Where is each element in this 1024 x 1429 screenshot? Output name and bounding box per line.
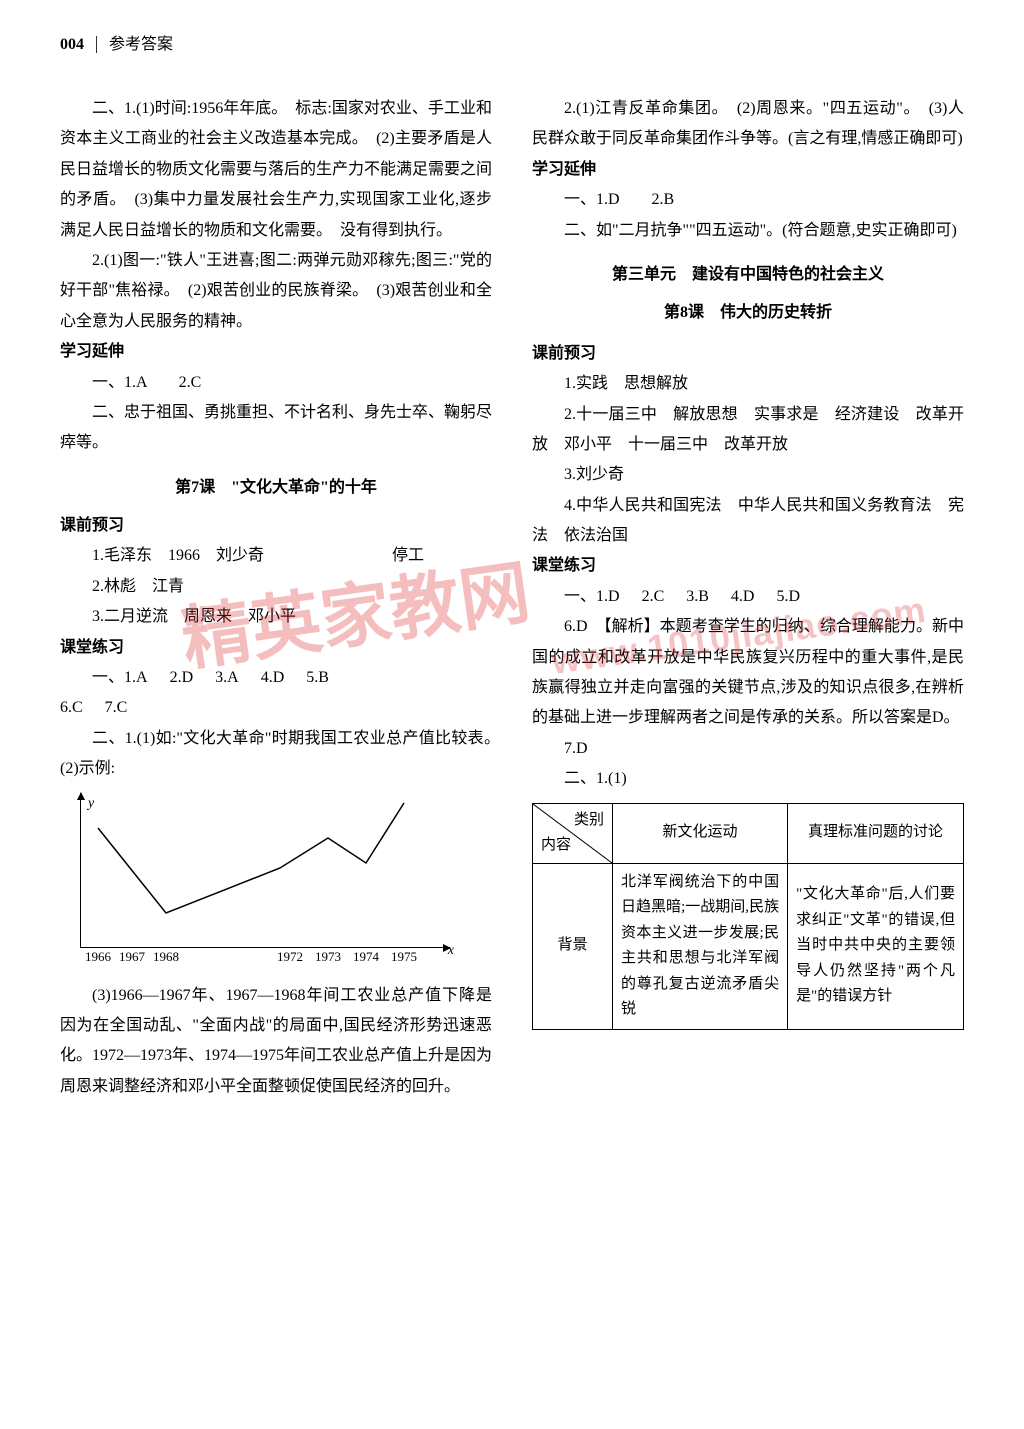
lesson7-title: 第7课 "文化大革命"的十年 <box>60 473 492 503</box>
chart-line <box>80 793 440 943</box>
text-block: 2.(1)江青反革命集团。 (2)周恩来。"四五运动"。 (3)人民群众敢于同反… <box>532 94 964 155</box>
x-tick: 1972 <box>277 945 303 970</box>
mc-answers: 一、1.A 2.D 3.A 4.D 5.B <box>60 663 492 693</box>
heading-practice: 课堂练习 <box>532 551 964 581</box>
page-number: 004 <box>60 36 84 53</box>
text-block: 4.中华人民共和国宪法 中华人民共和国义务教育法 宪法 依法治国 <box>532 491 964 552</box>
text-block: 二、忠于祖国、勇挑重担、不计名利、身先士卒、鞠躬尽瘁等。 <box>60 398 492 459</box>
mc-item: 4.D <box>731 588 755 605</box>
text-block: 二、1.(1) <box>532 764 964 794</box>
text-block: (3)1966—1967年、1967—1968年间工农业总产值下降是因为在全国动… <box>60 981 492 1103</box>
mc-item: 5.D <box>776 588 800 605</box>
mc-item: 2.C <box>642 588 665 605</box>
x-tick: 1973 <box>315 945 341 970</box>
mc-item: 5.B <box>306 669 329 686</box>
x-tick: 1968 <box>153 945 179 970</box>
mc-answers: 一、1.A 2.C <box>60 368 492 398</box>
line-chart: y x 1966196719681972197319741975 <box>70 793 450 973</box>
text-block: 二、1.(1)时间:1956年年底。 标志:国家对农业、手工业和资本主义工商业的… <box>60 94 492 246</box>
mc-answers: 6.C 7.C <box>60 693 492 723</box>
table-diag-header: 类别 内容 <box>533 803 613 863</box>
text-block: 2.十一届三中 解放思想 实事求是 经济建设 改革开放 邓小平 十一届三中 改革… <box>532 400 964 461</box>
heading-practice: 课堂练习 <box>60 633 492 663</box>
mc-item: 一、1.A <box>92 669 148 686</box>
text-block: 2.林彪 江青 <box>60 572 492 602</box>
mc-item: 7.C <box>105 699 128 716</box>
x-label: x <box>448 938 454 965</box>
heading-ext: 学习延伸 <box>532 155 964 185</box>
table-cell: "文化大革命"后,人们要求纠正"文革"的错误,但当时中共中央的主要领导人仍然坚持… <box>788 863 964 1029</box>
text-block: 1.实践 思想解放 <box>532 369 964 399</box>
right-column: 2.(1)江青反革命集团。 (2)周恩来。"四五运动"。 (3)人民群众敢于同反… <box>532 94 964 1102</box>
row-header: 背景 <box>533 863 613 1029</box>
text-block: 1.毛泽东 1966 刘少奇 停工 <box>60 541 492 571</box>
heading-ext: 学习延伸 <box>60 337 492 367</box>
col-header: 真理标准问题的讨论 <box>788 803 964 863</box>
text-block: 7.D <box>532 734 964 764</box>
diag-top: 类别 <box>574 808 604 834</box>
text-block: 二、1.(1)如:"文化大革命"时期我国工农业总产值比较表。 (2)示例: <box>60 724 492 785</box>
col-header: 新文化运动 <box>613 803 788 863</box>
text-block: 2.(1)图一:"铁人"王进喜;图二:两弹元勋邓稼先;图三:"党的好干部"焦裕禄… <box>60 246 492 337</box>
x-tick: 1966 <box>85 945 111 970</box>
x-tick: 1974 <box>353 945 379 970</box>
x-tick: 1967 <box>119 945 145 970</box>
diag-bot: 内容 <box>541 833 571 859</box>
table-cell: 北洋军阀统治下的中国日趋黑暗;一战期间,民族资本主义进一步发展;民主共和思想与北… <box>613 863 788 1029</box>
heading-preview: 课前预习 <box>60 511 492 541</box>
left-column: 二、1.(1)时间:1956年年底。 标志:国家对农业、手工业和资本主义工商业的… <box>60 94 492 1102</box>
mc-item: 2.D <box>170 669 194 686</box>
unit3-title: 第三单元 建设有中国特色的社会主义 <box>532 260 964 290</box>
text-block: 3.刘少奇 <box>532 460 964 490</box>
mc-answers: 一、1.D 2.B <box>532 185 964 215</box>
x-tick: 1975 <box>391 945 417 970</box>
mc-item: 6.C <box>60 699 83 716</box>
mc-item: 3.A <box>215 669 239 686</box>
heading-preview: 课前预习 <box>532 339 964 369</box>
page-header: 004 参考答案 <box>60 30 964 54</box>
lesson8-title: 第8课 伟大的历史转折 <box>532 298 964 328</box>
mc-item: 3.B <box>686 588 709 605</box>
header-title: 参考答案 <box>96 36 173 53</box>
mc-item: 一、1.D <box>564 588 620 605</box>
comparison-table: 类别 内容 新文化运动 真理标准问题的讨论 背景 北洋军阀统治下的中国日趋黑暗;… <box>532 803 964 1030</box>
mc-item: 4.D <box>261 669 285 686</box>
mc-answers: 一、1.D 2.C 3.B 4.D 5.D <box>532 582 964 612</box>
text-block: 6.D 【解析】本题考查学生的归纳、综合理解能力。新中国的成立和改革开放是中华民… <box>532 612 964 734</box>
text-block: 二、如"二月抗争""四五运动"。(符合题意,史实正确即可) <box>532 216 964 246</box>
text-block: 3.二月逆流 周恩来 邓小平 <box>60 602 492 632</box>
